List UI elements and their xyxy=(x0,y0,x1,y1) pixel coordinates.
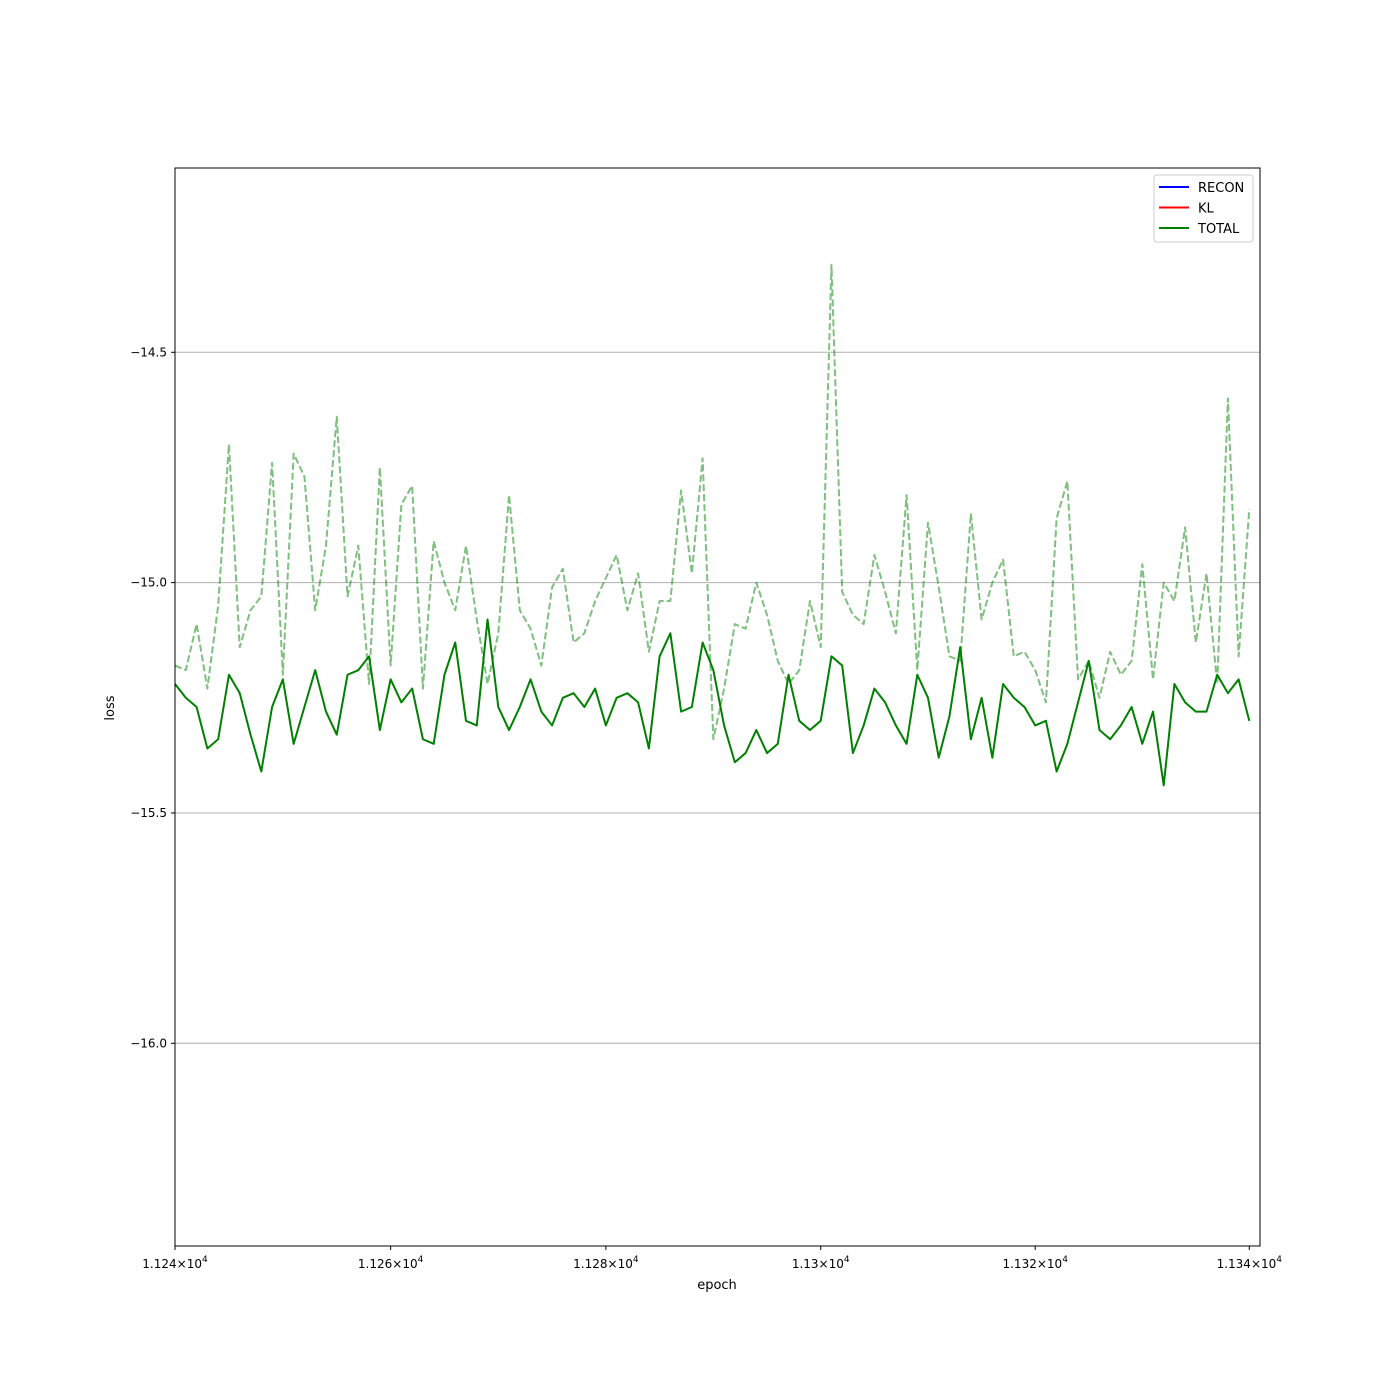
x-tick-label-base: 1.132 xyxy=(1002,1257,1036,1271)
y-tick-layer: −14.5 −15.0 −15.5 −16.0 xyxy=(130,345,175,1050)
x-tick-label-exponent: 4 xyxy=(1062,1255,1068,1265)
y-tick-label: −15.5 xyxy=(130,806,167,820)
x-tick-label-base: 1.13 xyxy=(792,1257,819,1271)
x-tick-label-times: × xyxy=(819,1257,829,1271)
x-tick-label-mantissa: 10 xyxy=(1047,1257,1062,1271)
series-line-dashed xyxy=(174,263,1251,741)
y-tick-label: −16.0 xyxy=(130,1036,167,1050)
legend-label-recon: RECON xyxy=(1198,181,1244,196)
legend-label-kl: KL xyxy=(1198,202,1215,217)
series-line-total xyxy=(174,618,1251,787)
x-tick-label-times: × xyxy=(1251,1257,1261,1271)
x-tick-label-times: × xyxy=(392,1257,402,1271)
x-tick-label-times: × xyxy=(608,1257,618,1271)
x-tick-label-mantissa: 10 xyxy=(187,1257,202,1271)
x-tick-label: 1.128×104 xyxy=(573,1255,639,1271)
y-axis-label: loss xyxy=(103,695,118,720)
x-tick-label-exponent: 4 xyxy=(1276,1255,1282,1265)
y-tick-label: −14.5 xyxy=(130,345,167,359)
x-tick-layer: 1.124×104 1.126×104 1.128×104 1.13×104 1.132… xyxy=(142,1246,1282,1271)
x-tick-label-base: 1.124 xyxy=(142,1257,176,1271)
y-tick-label: −15.0 xyxy=(130,576,167,590)
legend: RECON KL TOTAL xyxy=(1153,174,1254,243)
x-tick-label-base: 1.128 xyxy=(573,1257,607,1271)
legend-label-total: TOTAL xyxy=(1197,222,1240,237)
grid-layer xyxy=(175,351,1260,1044)
x-tick-label-mantissa: 10 xyxy=(1261,1257,1276,1271)
series-layer xyxy=(174,263,1251,787)
x-tick-label-exponent: 4 xyxy=(202,1255,208,1265)
x-axis-label: epoch xyxy=(697,1278,737,1293)
x-tick-label: 1.13×104 xyxy=(792,1255,850,1271)
plot-area-background xyxy=(175,168,1260,1246)
x-tick-label-exponent: 4 xyxy=(418,1255,424,1265)
x-tick-label-mantissa: 10 xyxy=(402,1257,417,1271)
x-tick-label-times: × xyxy=(1037,1257,1047,1271)
x-tick-label: 1.124×104 xyxy=(142,1255,208,1271)
x-tick-label-times: × xyxy=(177,1257,187,1271)
x-tick-label-mantissa: 10 xyxy=(829,1257,844,1271)
x-tick-label-base: 1.134 xyxy=(1217,1257,1251,1271)
x-tick-label-exponent: 4 xyxy=(633,1255,639,1265)
x-tick-label-exponent: 4 xyxy=(844,1255,850,1265)
x-tick-label: 1.126×104 xyxy=(358,1255,424,1271)
x-tick-label: 1.132×104 xyxy=(1002,1255,1068,1271)
x-tick-label-mantissa: 10 xyxy=(618,1257,633,1271)
x-tick-label: 1.134×104 xyxy=(1217,1255,1283,1271)
plot-frame xyxy=(174,167,1261,1247)
legend-box xyxy=(1153,174,1254,243)
x-tick-label-base: 1.126 xyxy=(358,1257,392,1271)
